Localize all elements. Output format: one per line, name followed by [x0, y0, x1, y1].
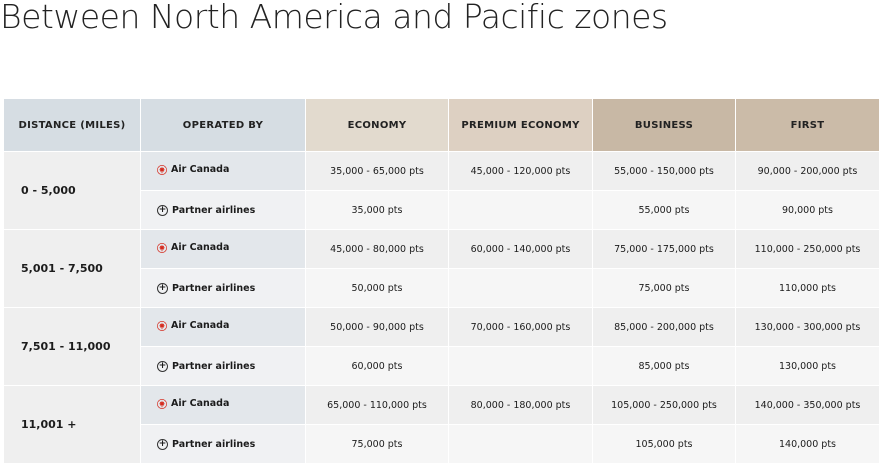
premium-economy-cell: 70,000 - 160,000 pts — [448, 307, 593, 347]
distance-cell: 0 - 5,000 — [3, 151, 141, 230]
header-economy: ECONOMY — [305, 98, 449, 152]
header-first: FIRST — [735, 98, 880, 152]
operator-label: Partner airlines — [172, 283, 256, 294]
economy-cell: 60,000 pts — [305, 346, 449, 386]
table-header-row: DISTANCE (MILES) OPERATED BY ECONOMY PRE… — [3, 98, 880, 152]
table-row: 5,001 - 7,500 Air Canada 45,000 - 80,000… — [3, 229, 880, 308]
table-row: 7,501 - 11,000 Air Canada 50,000 - 90,00… — [3, 307, 880, 386]
plus-circle-icon: + — [157, 439, 168, 450]
first-cell: 140,000 pts — [735, 424, 880, 464]
premium-economy-cell: 45,000 - 120,000 pts — [448, 151, 593, 191]
economy-cell: 75,000 pts — [305, 424, 449, 464]
award-chart-table: DISTANCE (MILES) OPERATED BY ECONOMY PRE… — [3, 98, 880, 464]
maple-leaf-icon — [157, 242, 167, 253]
operator-label: Partner airlines — [172, 439, 256, 450]
plus-circle-icon: + — [157, 283, 168, 294]
header-operated-by: OPERATED BY — [140, 98, 306, 152]
header-premium-economy: PREMIUM ECONOMY — [448, 98, 593, 152]
plus-circle-icon: + — [157, 205, 168, 216]
plus-circle-icon: + — [157, 361, 168, 372]
operator-cell: Air Canada — [140, 229, 306, 269]
first-cell: 130,000 - 300,000 pts — [735, 307, 880, 347]
first-cell: 130,000 pts — [735, 346, 880, 386]
first-cell: 90,000 - 200,000 pts — [735, 151, 880, 191]
business-cell: 105,000 - 250,000 pts — [592, 385, 736, 425]
operator-label: Partner airlines — [172, 205, 256, 216]
operator-cell: + Partner airlines — [140, 190, 306, 230]
business-cell: 75,000 - 175,000 pts — [592, 229, 736, 269]
business-cell: 55,000 pts — [592, 190, 736, 230]
maple-leaf-icon — [157, 164, 167, 175]
premium-economy-cell — [448, 190, 593, 230]
economy-cell: 35,000 pts — [305, 190, 449, 230]
table-row: + Partner airlines 35,000 pts 55,000 pts… — [4, 190, 880, 230]
operator-label: Air Canada — [171, 398, 230, 410]
operator-cell: Air Canada — [140, 385, 306, 425]
operator-cell: + Partner airlines — [140, 346, 306, 386]
premium-economy-cell — [448, 424, 593, 464]
distance-cell: 5,001 - 7,500 — [3, 229, 141, 308]
table-row: 0 - 5,000 Air Canada 35,000 - 65,000 pts… — [3, 151, 880, 230]
header-distance: DISTANCE (MILES) — [3, 98, 141, 152]
operator-label: Air Canada — [171, 320, 230, 332]
premium-economy-cell — [448, 268, 593, 308]
first-cell: 110,000 - 250,000 pts — [735, 229, 880, 269]
premium-economy-cell — [448, 346, 593, 386]
maple-leaf-icon — [157, 320, 167, 331]
table-row: 11,001 + Air Canada 65,000 - 110,000 pts… — [3, 385, 880, 464]
operator-cell: + Partner airlines — [140, 424, 306, 464]
distance-cell: 11,001 + — [3, 385, 141, 464]
economy-cell: 65,000 - 110,000 pts — [305, 385, 449, 425]
business-cell: 55,000 - 150,000 pts — [592, 151, 736, 191]
economy-cell: 35,000 - 65,000 pts — [305, 151, 449, 191]
operator-label: Air Canada — [171, 164, 230, 176]
distance-cell: 7,501 - 11,000 — [3, 307, 141, 386]
operator-cell: Air Canada — [140, 151, 306, 191]
operator-cell: Air Canada — [140, 307, 306, 347]
economy-cell: 50,000 - 90,000 pts — [305, 307, 449, 347]
header-business: BUSINESS — [592, 98, 736, 152]
page-title: Between North America and Pacific zones — [0, 0, 668, 36]
table-row: + Partner airlines 50,000 pts 75,000 pts… — [4, 268, 880, 308]
operator-cell: + Partner airlines — [140, 268, 306, 308]
operator-label: Partner airlines — [172, 361, 256, 372]
business-cell: 85,000 pts — [592, 346, 736, 386]
premium-economy-cell: 60,000 - 140,000 pts — [448, 229, 593, 269]
economy-cell: 45,000 - 80,000 pts — [305, 229, 449, 269]
maple-leaf-icon — [157, 398, 167, 409]
economy-cell: 50,000 pts — [305, 268, 449, 308]
first-cell: 140,000 - 350,000 pts — [735, 385, 880, 425]
first-cell: 90,000 pts — [735, 190, 880, 230]
premium-economy-cell: 80,000 - 180,000 pts — [448, 385, 593, 425]
first-cell: 110,000 pts — [735, 268, 880, 308]
operator-label: Air Canada — [171, 242, 230, 254]
table-row: + Partner airlines 75,000 pts 105,000 pt… — [4, 424, 880, 464]
business-cell: 105,000 pts — [592, 424, 736, 464]
business-cell: 85,000 - 200,000 pts — [592, 307, 736, 347]
business-cell: 75,000 pts — [592, 268, 736, 308]
